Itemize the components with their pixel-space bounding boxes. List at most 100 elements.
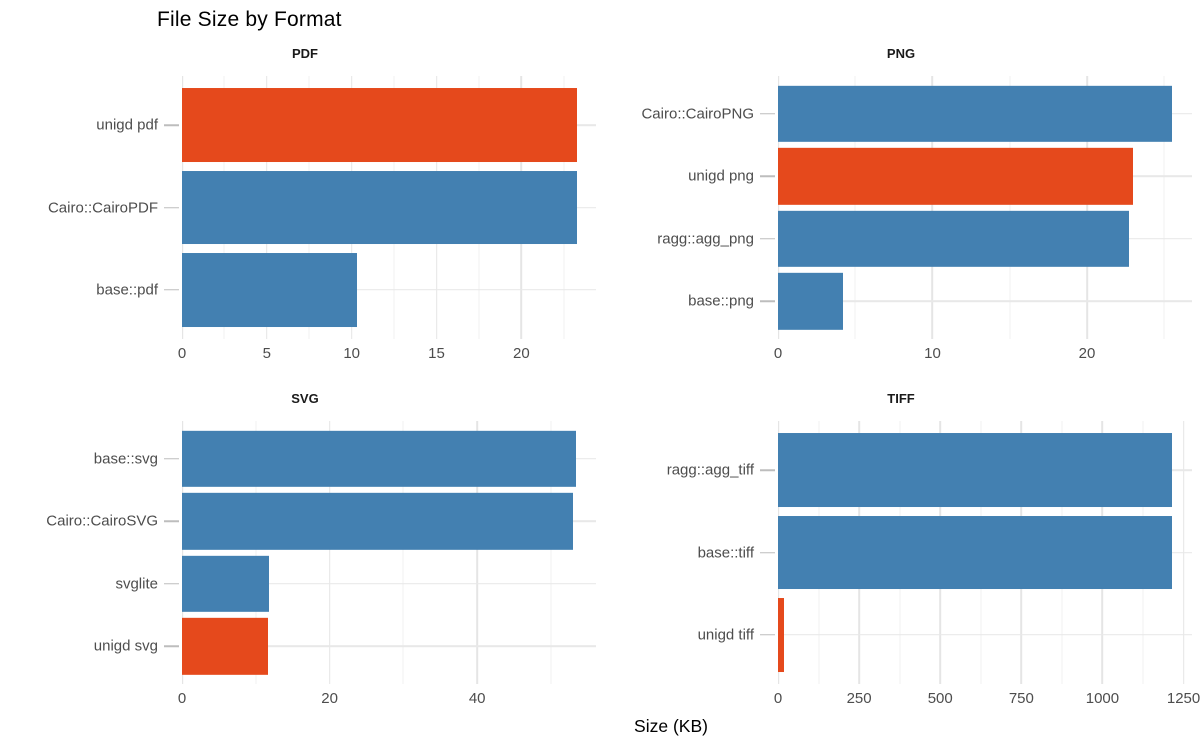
gridline-category [182, 583, 596, 585]
y-axis-ticks [760, 421, 778, 684]
x-axis: 0 250 500 750 1000 1250 [610, 684, 1200, 710]
y-tick-mark [760, 633, 775, 636]
x-tick-label: 1250 [1166, 690, 1200, 707]
category-label: unigd png [688, 167, 754, 185]
gridline-category [778, 300, 1192, 303]
facet-body: unigd pdf Cairo::CairoPDF base::pdf [14, 76, 596, 339]
y-tick-mark [164, 457, 179, 460]
category-label: Cairo::CairoSVG [46, 512, 158, 530]
x-axis: 0 10 20 [610, 339, 1192, 365]
category-label: Cairo::CairoPNG [641, 105, 754, 123]
category-label: ragg::agg_tiff [666, 461, 754, 479]
bar [778, 515, 1172, 590]
x-axis-spacer [14, 684, 182, 710]
gridline-major [182, 421, 183, 684]
x-tick-label: 40 [468, 690, 486, 707]
x-tick-label: 750 [1008, 690, 1034, 707]
facet-title: PDF [292, 46, 318, 61]
gridline-minor [1009, 76, 1011, 339]
category-label: unigd tiff [697, 626, 754, 644]
bar [778, 433, 1172, 508]
y-tick-mark [164, 645, 179, 648]
gridline-category [182, 645, 596, 648]
x-tick-label: 20 [1078, 345, 1096, 362]
gridline-major [328, 421, 331, 684]
bar [778, 85, 1172, 142]
y-tick-mark [760, 175, 775, 177]
bar [182, 88, 578, 163]
bar [778, 210, 1129, 267]
x-tick-label: 20 [513, 345, 530, 362]
category-label: base::svg [93, 450, 158, 468]
y-axis-ticks [760, 76, 778, 339]
x-tick-label: 500 [927, 690, 953, 707]
y-tick-mark [760, 112, 775, 115]
x-axis: 0 5 10 15 20 [14, 339, 596, 365]
facet-title: PNG [886, 46, 916, 61]
x-axis-area: 0 250 500 750 1000 1250 [774, 684, 1200, 710]
y-tick-mark [760, 469, 775, 472]
x-tick-label: 250 [846, 690, 872, 707]
x-tick-label: 15 [428, 345, 445, 362]
x-axis-title: Size (KB) [634, 716, 708, 736]
facet-title: TIFF [887, 391, 915, 406]
facet-grid: PDF unigd pdf Cairo::CairoPDF base::pdf 0 5 10… [14, 46, 1200, 710]
x-axis-spacer [610, 339, 778, 365]
y-axis-ticks [164, 76, 182, 339]
bar [778, 597, 784, 672]
gridline-minor [854, 76, 856, 339]
bar [182, 170, 578, 245]
gridline-minor [255, 421, 257, 684]
gridline-major [1086, 76, 1088, 339]
x-tick-label: 0 [773, 690, 783, 707]
x-tick-label: 0 [177, 345, 187, 362]
x-axis-area: 0 20 40 [178, 684, 596, 710]
gridline-category [182, 288, 596, 291]
category-label: base::png [688, 292, 754, 310]
bar [182, 493, 574, 550]
gridline-minor [402, 421, 404, 684]
category-label: base::tiff [697, 544, 754, 561]
x-tick-label: 5 [262, 345, 271, 362]
x-axis-area: 0 10 20 [774, 339, 1192, 365]
x-tick-label: 0 [773, 345, 783, 362]
x-tick-label: 0 [177, 690, 187, 707]
category-label: ragg::agg_png [657, 230, 754, 248]
plot-panel [778, 421, 1192, 684]
x-axis-area: 0 5 10 15 20 [178, 339, 596, 365]
bar [182, 252, 357, 327]
gridline-major [778, 76, 779, 339]
gridline-major [931, 76, 934, 339]
category-label: base::pdf [96, 281, 158, 299]
chart-title: File Size by Format [157, 8, 342, 31]
bar [182, 618, 268, 675]
y-tick-mark [164, 206, 179, 209]
plot-panel [778, 76, 1192, 339]
plot-panel [182, 76, 596, 339]
x-tick-label: 10 [924, 345, 941, 362]
facet-title: SVG [291, 391, 319, 406]
y-tick-mark [164, 124, 179, 127]
gridline-major [476, 421, 478, 684]
y-axis-ticks [164, 421, 182, 684]
gridline-minor [550, 421, 552, 684]
x-axis-spacer [610, 684, 778, 710]
category-label: svglite [115, 575, 158, 593]
x-tick-label: 10 [343, 345, 361, 362]
bar [182, 555, 270, 612]
x-tick-label: 1000 [1085, 690, 1120, 707]
gridline-category [778, 633, 1192, 636]
category-label: unigd svg [93, 637, 158, 655]
y-tick-mark [760, 300, 775, 303]
gridline-minor [1163, 76, 1165, 339]
plot-panel [182, 421, 596, 684]
y-tick-mark [760, 238, 775, 240]
y-tick-mark [760, 551, 775, 554]
